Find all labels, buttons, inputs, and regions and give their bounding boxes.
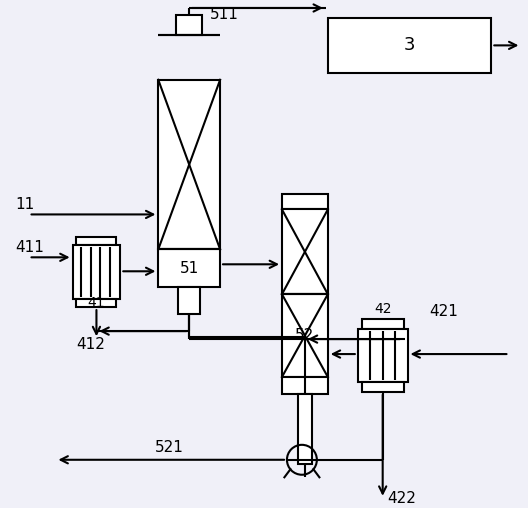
Text: 521: 521 [155, 440, 184, 455]
Text: 412: 412 [77, 337, 106, 352]
Bar [158, 80, 220, 249]
Bar [176, 15, 202, 35]
Text: 422: 422 [388, 491, 417, 506]
Bar [298, 394, 312, 464]
Bar [282, 195, 328, 209]
Bar [282, 209, 328, 294]
Bar [77, 237, 116, 245]
Bar [178, 287, 200, 314]
Text: 511: 511 [210, 8, 239, 22]
Text: 52: 52 [295, 328, 315, 343]
Text: 421: 421 [430, 304, 458, 319]
Bar [328, 18, 492, 73]
Bar [158, 249, 220, 287]
Bar [362, 382, 403, 392]
Bar [282, 377, 328, 394]
Bar [77, 299, 116, 307]
Text: 411: 411 [16, 240, 44, 255]
Text: 3: 3 [404, 37, 416, 54]
Bar [362, 319, 403, 329]
Text: 41: 41 [88, 296, 105, 310]
Text: 11: 11 [16, 197, 35, 212]
Bar [358, 329, 408, 382]
Text: 51: 51 [180, 261, 199, 276]
Bar [282, 294, 328, 377]
Bar [72, 245, 120, 299]
Text: 42: 42 [374, 302, 391, 316]
